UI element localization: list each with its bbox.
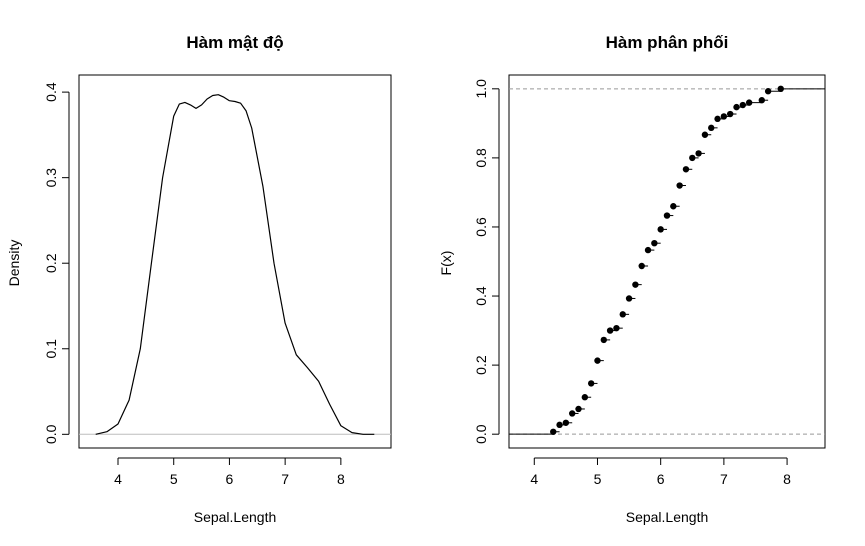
density-y-tick-label: 0.4	[43, 82, 59, 102]
density-plot-title: Hàm mật độ	[186, 33, 283, 52]
density-y-tick-label: 0.1	[43, 339, 59, 359]
density-x-tick-label: 7	[281, 471, 289, 487]
density-curve	[95, 94, 375, 435]
density-x-tick-label: 6	[226, 471, 234, 487]
density-x-tick-label: 5	[170, 471, 178, 487]
density-y-tick-label: 0.2	[43, 253, 59, 273]
density-y-axis: 0.0 0.1 0.2 0.3 0.4	[43, 82, 70, 444]
density-x-tick-label: 4	[114, 471, 122, 487]
density-x-axis-label: Sepal.Length	[194, 509, 277, 525]
density-y-tick-label: 0.0	[43, 424, 59, 444]
density-plot-frame	[78, 74, 392, 449]
density-x-tick-label: 8	[337, 471, 345, 487]
density-y-axis-label: Density	[6, 240, 22, 287]
density-y-tick-label: 0.3	[43, 168, 59, 188]
density-x-axis: 4 5 6 7 8	[114, 457, 345, 487]
